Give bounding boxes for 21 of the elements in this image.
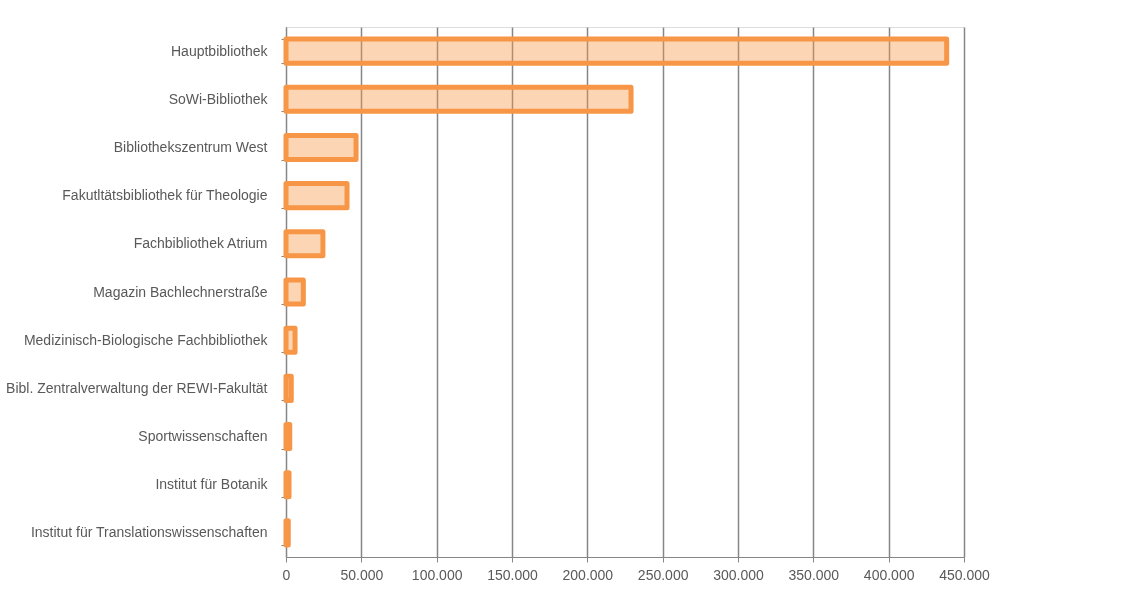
x-tick-label: 300.000 — [713, 566, 765, 583]
x-tick-label: 50.000 — [340, 566, 384, 583]
x-tick-label: 150.000 — [487, 566, 539, 583]
y-tick-label: Institut für Translationswissenschaften — [30, 524, 268, 541]
x-tick-label: 250.000 — [637, 566, 689, 583]
y-tick-label: Hauptbibliothek — [170, 42, 269, 59]
x-tick-label: 400.000 — [863, 566, 915, 583]
y-tick-label: SoWi-Bibliothek — [168, 90, 269, 107]
y-tick-label: Fakutltätsbibliothek für Theologie — [62, 187, 268, 204]
y-tick-label: Magazin Bachlechnerstraße — [93, 283, 268, 300]
x-tick-label: 200.000 — [562, 566, 614, 583]
y-tick-label: Fachbibliothek Atrium — [133, 235, 268, 252]
y-tick-label: Bibl. Zentralverwaltung der REWI-Fakultät — [6, 379, 268, 396]
x-tick-label: 0 — [282, 566, 291, 583]
x-tick-label: 450.000 — [939, 566, 991, 583]
y-tick-label: Institut für Botanik — [155, 476, 269, 493]
x-tick-label: 100.000 — [411, 566, 463, 583]
y-tick-label: Medizinisch-Biologische Fachbibliothek — [23, 331, 269, 348]
x-tick-label: 350.000 — [788, 566, 840, 583]
y-tick-label: Sportwissenschaften — [138, 428, 268, 445]
y-tick-label: Bibliothekszentrum West — [113, 138, 268, 155]
